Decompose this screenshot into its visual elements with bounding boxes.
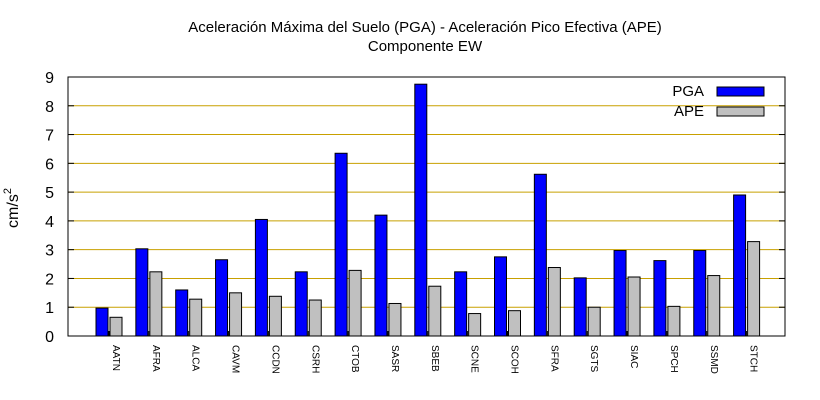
bar-pga-ssmd xyxy=(693,250,707,337)
bar-ape-sgts xyxy=(587,306,601,337)
bar-pga-alca xyxy=(175,289,189,337)
bar-pga-aatn xyxy=(95,307,109,337)
bar-ape-stch xyxy=(747,241,761,337)
y-axis-label-unit: cm/s xyxy=(5,194,22,228)
bars xyxy=(95,83,761,337)
bar-ape-aatn xyxy=(109,316,123,337)
bar-ape-sbeb xyxy=(428,285,442,337)
x-tick-label: SCNE xyxy=(469,345,480,373)
x-tick-label: AFRA xyxy=(150,345,161,372)
y-axis-label-exponent: 2 xyxy=(2,188,14,194)
bar-pga-csrh xyxy=(294,271,308,337)
bar-ape-sasr xyxy=(388,302,402,337)
y-tick-label: 0 xyxy=(45,329,54,346)
bar-ape-sfra xyxy=(547,267,561,337)
legend-label-pga: PGA xyxy=(672,83,704,100)
bar-pga-ccdn xyxy=(254,218,268,337)
x-tick-label: CAVM xyxy=(230,345,241,373)
y-tick-label: 9 xyxy=(45,70,54,87)
bar-pga-afra xyxy=(135,248,149,337)
x-tick-label: SGTS xyxy=(588,345,599,373)
chart-subtitle: Componente EW xyxy=(368,38,483,55)
x-tick-label: STCH xyxy=(748,345,759,372)
bar-pga-sfra xyxy=(533,173,547,337)
x-tick-label: SCOH xyxy=(509,345,520,374)
x-tick-label: ALCA xyxy=(190,345,201,371)
x-tick-label: AATN xyxy=(110,345,121,371)
bar-ape-ccdn xyxy=(268,295,282,337)
bar-pga-cavm xyxy=(215,259,229,337)
y-tick-label: 5 xyxy=(45,185,54,202)
bar-pga-siac xyxy=(613,250,627,337)
bar-pga-stch xyxy=(733,194,747,337)
y-tick-label: 6 xyxy=(45,156,54,173)
y-tick-label: 8 xyxy=(45,99,54,116)
bar-ape-ctob xyxy=(348,269,362,337)
x-tick-label: SBEB xyxy=(429,345,440,372)
y-tick-label: 1 xyxy=(45,300,54,317)
y-tick-label: 2 xyxy=(45,271,54,288)
bar-ape-ssmd xyxy=(707,275,721,337)
bar-pga-scne xyxy=(454,271,468,337)
legend-label-ape: APE xyxy=(674,103,704,120)
bar-ape-csrh xyxy=(308,299,322,337)
x-axis: AATN AFRA ALCA CAVM CCDN CSRH CTOB SASR SBEB SCNE… xyxy=(108,331,759,374)
legend-swatch-ape xyxy=(716,106,765,117)
y-tick-label: 3 xyxy=(45,243,54,260)
bar-pga-ctob xyxy=(334,152,348,337)
x-tick-label: CTOB xyxy=(349,345,360,373)
bar-ape-cavm xyxy=(229,292,243,337)
bar-ape-afra xyxy=(149,271,163,337)
bar-ape-scoh xyxy=(508,310,521,337)
chart-title: Aceleración Máxima del Suelo (PGA) - Ace… xyxy=(188,19,662,36)
bar-pga-scoh xyxy=(494,256,507,337)
x-tick-label: SASR xyxy=(389,345,400,372)
x-tick-label: CCDN xyxy=(269,345,280,374)
x-tick-label: SIAC xyxy=(628,345,639,368)
x-tick-label: SPCH xyxy=(668,345,679,373)
plot-frame xyxy=(67,76,786,337)
bar-ape-spch xyxy=(667,305,681,337)
x-tick-label: SSMD xyxy=(708,345,719,374)
legend: PGA APE xyxy=(672,83,765,120)
y-axis-label: cm/s2 xyxy=(2,188,22,228)
bar-ape-siac xyxy=(627,276,641,337)
y-tick-label: 4 xyxy=(45,214,54,231)
bar-ape-alca xyxy=(189,298,203,337)
bar-pga-sbeb xyxy=(414,83,428,337)
bar-pga-sasr xyxy=(374,214,388,337)
legend-swatch-pga xyxy=(716,86,765,97)
y-axis: 0 1 2 3 4 5 6 7 8 9 xyxy=(45,70,785,346)
bar-pga-spch xyxy=(653,260,667,337)
bar-ape-scne xyxy=(468,313,482,337)
x-tick-label: SFRA xyxy=(548,345,559,372)
x-tick-label: CSRH xyxy=(309,345,320,373)
y-tick-label: 7 xyxy=(45,128,54,145)
bar-pga-sgts xyxy=(573,277,587,337)
